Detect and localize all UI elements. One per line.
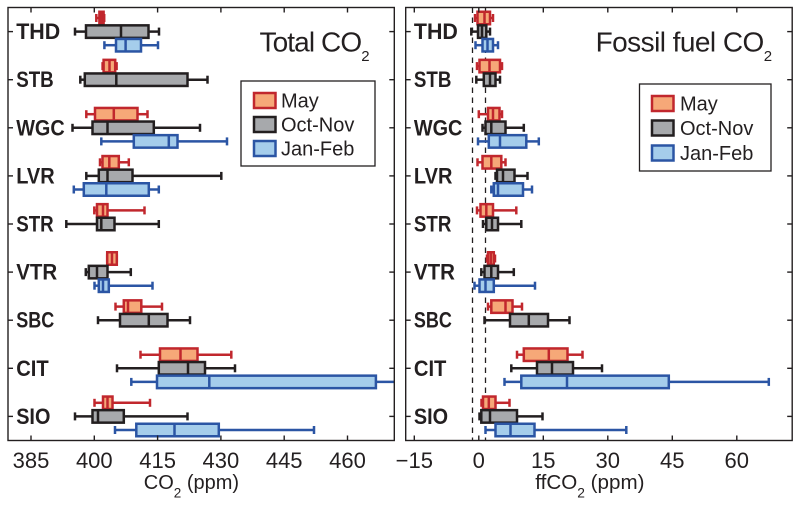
svg-text:WGC: WGC <box>16 115 65 140</box>
svg-text:60: 60 <box>725 448 749 473</box>
svg-text:THD: THD <box>16 19 60 44</box>
svg-text:Jan-Feb: Jan-Feb <box>281 139 354 161</box>
svg-text:VTR: VTR <box>16 260 57 285</box>
svg-text:45: 45 <box>660 448 684 473</box>
svg-text:430: 430 <box>203 448 240 473</box>
svg-text:30: 30 <box>596 448 620 473</box>
svg-text:445: 445 <box>266 448 303 473</box>
svg-text:0: 0 <box>473 448 485 473</box>
svg-text:THD: THD <box>414 19 458 44</box>
svg-text:STB: STB <box>16 67 54 92</box>
svg-text:460: 460 <box>329 448 366 473</box>
svg-text:STR: STR <box>16 212 54 237</box>
svg-text:STR: STR <box>414 212 452 237</box>
svg-text:SBC: SBC <box>16 308 54 333</box>
svg-text:STB: STB <box>414 67 452 92</box>
svg-text:415: 415 <box>139 448 176 473</box>
svg-text:−15: −15 <box>396 448 433 473</box>
svg-text:Jan-Feb: Jan-Feb <box>680 143 753 165</box>
svg-text:VTR: VTR <box>414 260 455 285</box>
svg-text:SIO: SIO <box>16 404 50 429</box>
svg-text:CIT: CIT <box>16 356 49 381</box>
svg-text:400: 400 <box>76 448 113 473</box>
svg-text:LVR: LVR <box>16 163 55 188</box>
svg-text:LVR: LVR <box>414 163 453 188</box>
svg-text:May: May <box>680 94 718 116</box>
svg-text:15: 15 <box>531 448 555 473</box>
svg-text:CIT: CIT <box>414 356 447 381</box>
svg-text:WGC: WGC <box>414 115 463 140</box>
svg-text:May: May <box>281 91 319 113</box>
svg-text:Oct-Nov: Oct-Nov <box>680 118 753 140</box>
svg-text:SBC: SBC <box>414 308 452 333</box>
svg-text:385: 385 <box>13 448 50 473</box>
svg-text:Oct-Nov: Oct-Nov <box>281 115 354 137</box>
svg-text:SIO: SIO <box>414 404 448 429</box>
